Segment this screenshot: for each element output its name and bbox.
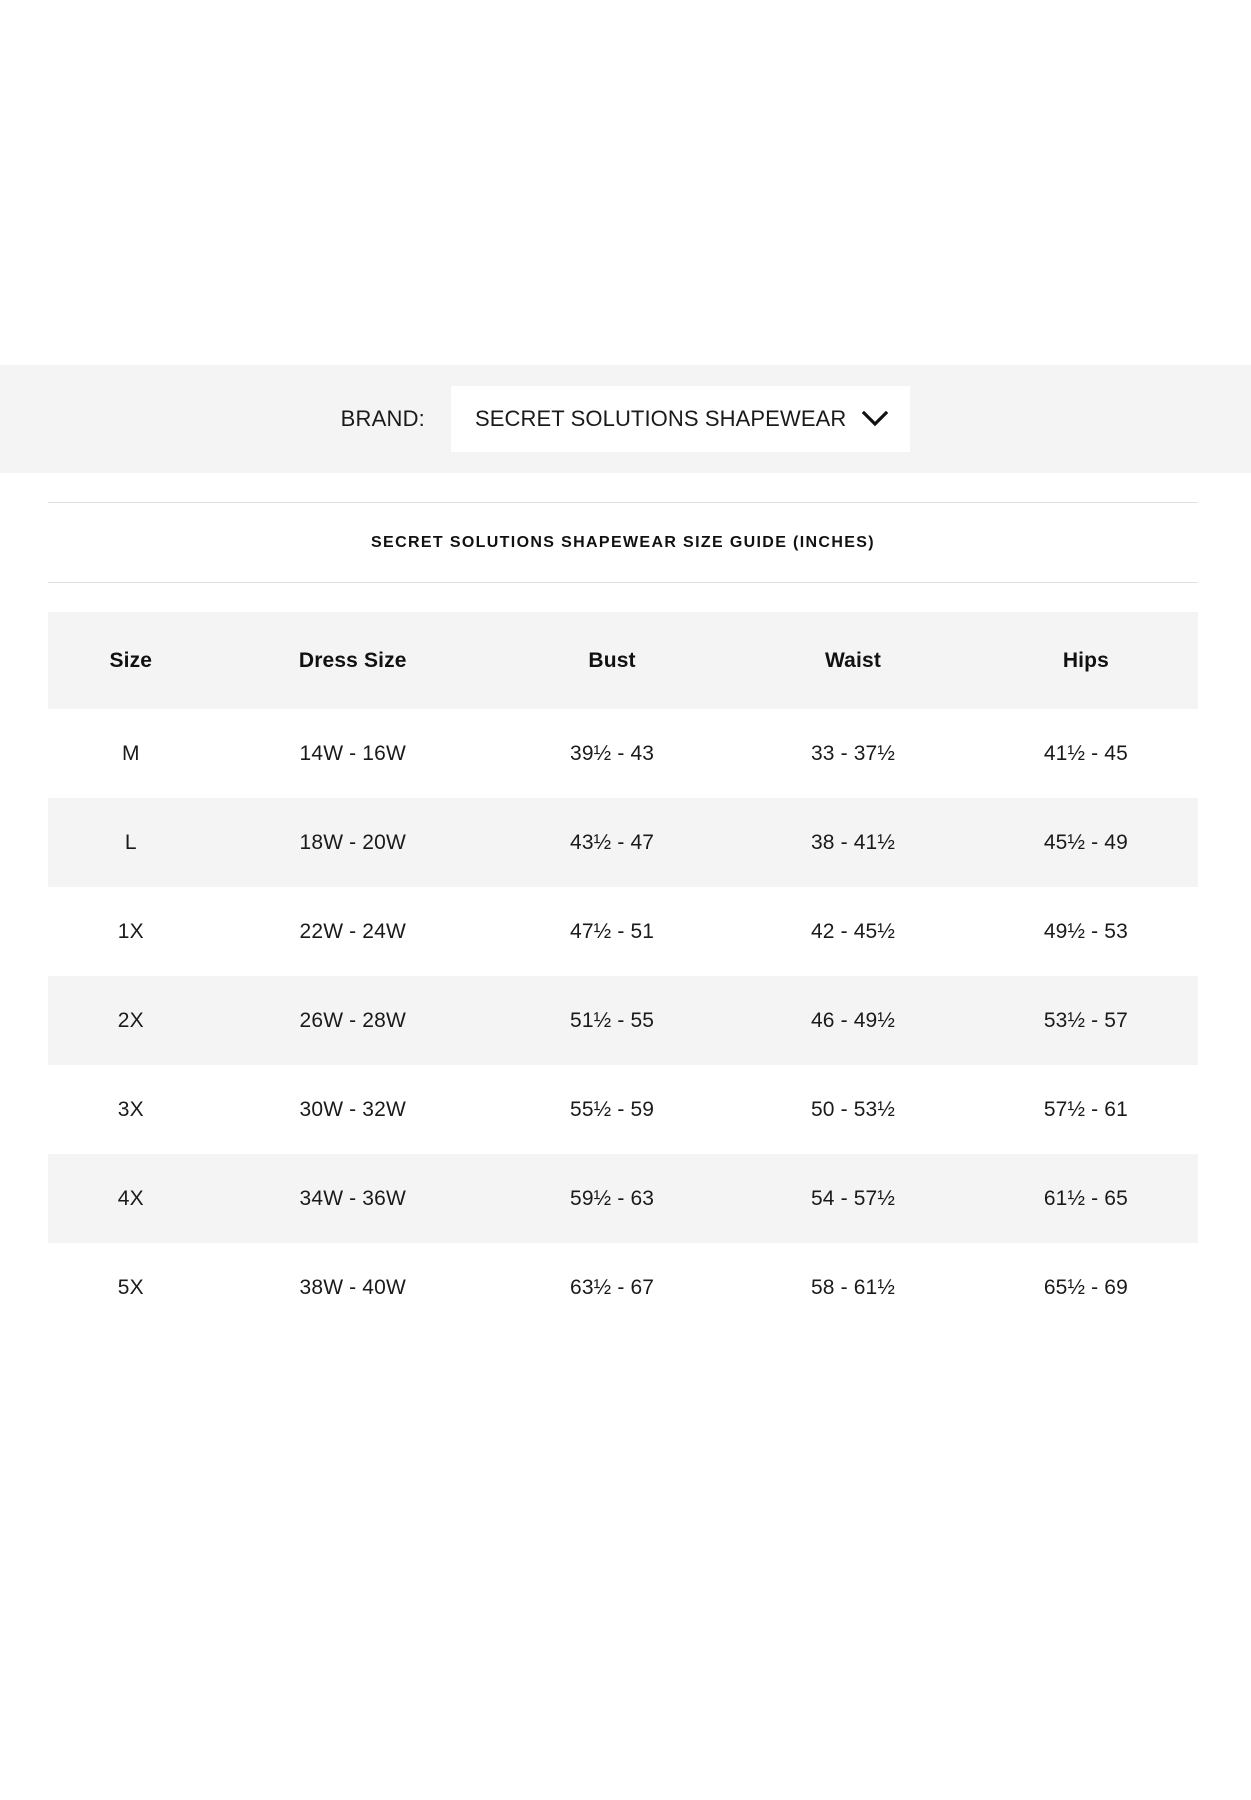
size-guide-section: SECRET SOLUTIONS SHAPEWEAR SIZE GUIDE (I…	[48, 502, 1198, 1332]
cell-waist: 38 - 41½	[732, 798, 974, 887]
brand-selector-bar: BRAND: SECRET SOLUTIONS SHAPEWEAR	[0, 365, 1251, 473]
cell-hips: 49½ - 53	[973, 887, 1198, 976]
column-header-size: Size	[48, 612, 214, 709]
divider-bottom	[48, 582, 1198, 583]
cell-hips: 61½ - 65	[973, 1154, 1198, 1243]
cell-waist: 33 - 37½	[732, 709, 974, 798]
cell-bust: 47½ - 51	[491, 887, 733, 976]
cell-waist: 54 - 57½	[732, 1154, 974, 1243]
cell-size: L	[48, 798, 214, 887]
table-row: 5X 38W - 40W 63½ - 67 58 - 61½ 65½ - 69	[48, 1243, 1198, 1332]
cell-dress-size: 30W - 32W	[213, 1065, 492, 1154]
column-header-waist: Waist	[732, 612, 974, 709]
cell-waist: 42 - 45½	[732, 887, 974, 976]
column-header-hips: Hips	[973, 612, 1198, 709]
cell-size: 5X	[48, 1243, 214, 1332]
brand-dropdown[interactable]: SECRET SOLUTIONS SHAPEWEAR	[450, 386, 911, 452]
cell-waist: 58 - 61½	[732, 1243, 974, 1332]
table-row: 2X 26W - 28W 51½ - 55 46 - 49½ 53½ - 57	[48, 976, 1198, 1065]
size-guide-title: SECRET SOLUTIONS SHAPEWEAR SIZE GUIDE (I…	[371, 534, 875, 551]
cell-dress-size: 18W - 20W	[213, 798, 492, 887]
cell-waist: 46 - 49½	[732, 976, 974, 1065]
size-chart-table: Size Dress Size Bust Waist Hips M 14W - …	[48, 612, 1198, 1332]
brand-label: BRAND:	[340, 406, 425, 431]
cell-size: 4X	[48, 1154, 214, 1243]
cell-bust: 43½ - 47	[491, 798, 733, 887]
cell-hips: 45½ - 49	[973, 798, 1198, 887]
cell-size: 1X	[48, 887, 214, 976]
table-header-row: Size Dress Size Bust Waist Hips	[48, 612, 1198, 709]
cell-bust: 55½ - 59	[491, 1065, 733, 1154]
cell-dress-size: 22W - 24W	[213, 887, 492, 976]
table-row: 4X 34W - 36W 59½ - 63 54 - 57½ 61½ - 65	[48, 1154, 1198, 1243]
cell-size: 3X	[48, 1065, 214, 1154]
table-row: M 14W - 16W 39½ - 43 33 - 37½ 41½ - 45	[48, 709, 1198, 798]
cell-bust: 63½ - 67	[491, 1243, 733, 1332]
table-row: 1X 22W - 24W 47½ - 51 42 - 45½ 49½ - 53	[48, 887, 1198, 976]
cell-bust: 39½ - 43	[491, 709, 733, 798]
cell-dress-size: 34W - 36W	[213, 1154, 492, 1243]
cell-hips: 41½ - 45	[973, 709, 1198, 798]
cell-hips: 57½ - 61	[973, 1065, 1198, 1154]
cell-bust: 51½ - 55	[491, 976, 733, 1065]
cell-hips: 53½ - 57	[973, 976, 1198, 1065]
table-row: L 18W - 20W 43½ - 47 38 - 41½ 45½ - 49	[48, 798, 1198, 887]
divider-top	[48, 502, 1198, 503]
cell-bust: 59½ - 63	[491, 1154, 733, 1243]
cell-size: 2X	[48, 976, 214, 1065]
column-header-bust: Bust	[491, 612, 733, 709]
cell-waist: 50 - 53½	[732, 1065, 974, 1154]
cell-hips: 65½ - 69	[973, 1243, 1198, 1332]
chevron-down-icon	[862, 411, 889, 427]
brand-dropdown-value: SECRET SOLUTIONS SHAPEWEAR	[474, 406, 847, 431]
cell-dress-size: 14W - 16W	[213, 709, 492, 798]
column-header-dress-size: Dress Size	[213, 612, 492, 709]
cell-dress-size: 38W - 40W	[213, 1243, 492, 1332]
cell-dress-size: 26W - 28W	[213, 976, 492, 1065]
cell-size: M	[48, 709, 214, 798]
table-row: 3X 30W - 32W 55½ - 59 50 - 53½ 57½ - 61	[48, 1065, 1198, 1154]
